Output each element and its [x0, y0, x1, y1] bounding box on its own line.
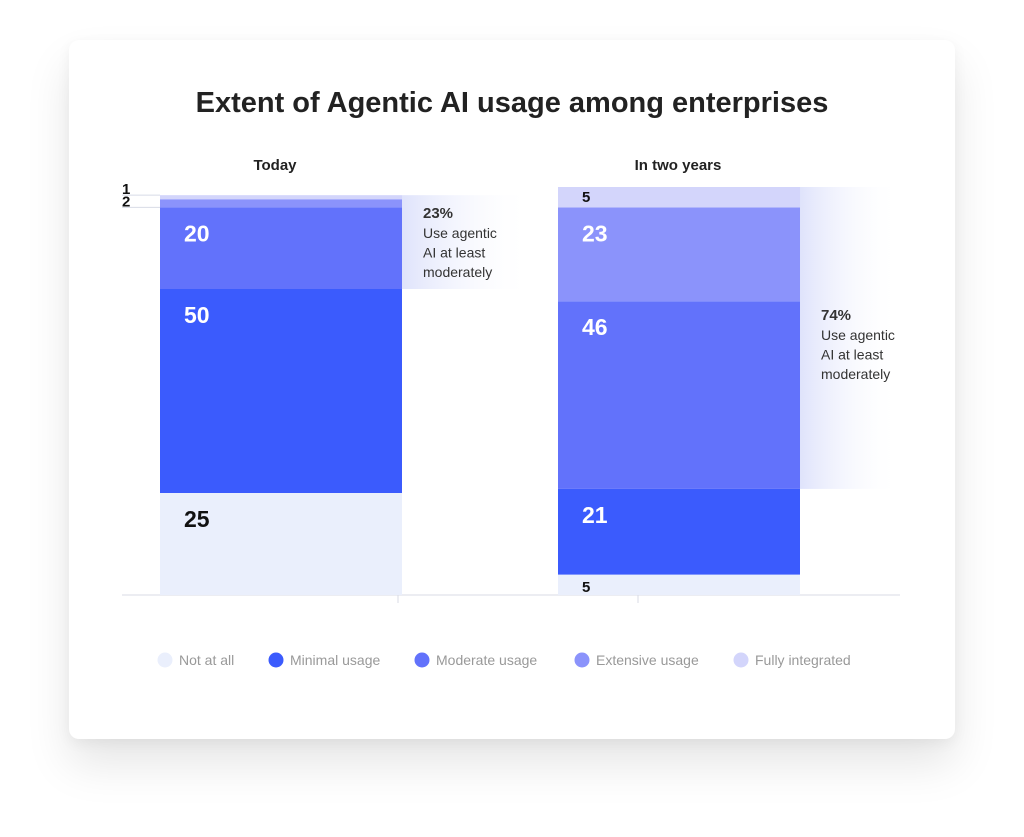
- legend-label: Fully integrated: [755, 652, 851, 668]
- legend-label: Not at all: [179, 652, 234, 668]
- legend-label: Minimal usage: [290, 652, 380, 668]
- annotation-percent: 23%: [423, 205, 453, 222]
- bar-segment-moderate-usage: [160, 207, 402, 289]
- legend-swatch: [574, 652, 590, 668]
- bar-segment-not-at-all: [160, 493, 402, 595]
- legend-swatch: [157, 652, 173, 668]
- value-label: 1: [122, 181, 130, 198]
- annotation-band: [402, 195, 532, 289]
- value-label: 23: [582, 220, 608, 246]
- bar-segment-minimal-usage: [160, 289, 402, 493]
- chart-title: Extent of Agentic AI usage among enterpr…: [196, 87, 829, 119]
- bar-segment-not-at-all: [558, 574, 800, 595]
- bar-segment-minimal-usage: [558, 488, 800, 575]
- bar-segment-fully-integrated: [558, 187, 800, 208]
- annotation-percent: 74%: [821, 307, 851, 324]
- legend-swatch: [414, 652, 430, 668]
- value-label: 20: [184, 220, 210, 246]
- annotation-text: AI at least: [821, 347, 883, 363]
- category-label: Today: [253, 157, 297, 174]
- legend-label: Moderate usage: [436, 652, 537, 668]
- category-label: In two years: [635, 157, 722, 174]
- annotation-text: AI at least: [423, 245, 485, 261]
- annotation-text: moderately: [423, 264, 492, 280]
- bar-segment-fully-integrated: [160, 195, 402, 200]
- value-label: 46: [582, 314, 608, 340]
- value-label: 5: [582, 579, 590, 596]
- value-label: 21: [582, 502, 608, 528]
- annotation-text: moderately: [821, 366, 890, 382]
- legend-label: Extensive usage: [596, 652, 699, 668]
- annotation-text: Use agentic: [423, 225, 497, 241]
- annotation-text: Use agentic: [821, 327, 895, 343]
- value-label: 2: [122, 193, 130, 210]
- bar-segment-extensive-usage: [160, 199, 402, 208]
- value-label: 25: [184, 506, 210, 532]
- bar-segment-extensive-usage: [558, 207, 800, 302]
- legend-swatch: [268, 652, 284, 668]
- value-label: 5: [582, 189, 590, 206]
- annotation-band: [800, 187, 900, 489]
- value-label: 50: [184, 302, 210, 328]
- legend-swatch: [733, 652, 749, 668]
- bar-segment-moderate-usage: [558, 301, 800, 489]
